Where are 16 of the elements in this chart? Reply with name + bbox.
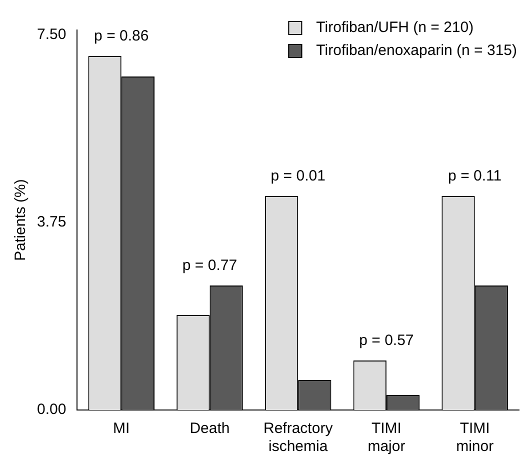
annotation: p = 0.57 — [359, 332, 414, 350]
legend-label: Tirofiban/enoxaparin (n = 315) — [316, 42, 518, 60]
annotation: p = 0.01 — [270, 168, 326, 185]
annotation: p = 0.86 — [94, 28, 149, 45]
y-tick-label: 0.00 — [36, 401, 66, 418]
x-tick-label: TIMI minor — [456, 420, 494, 456]
annotation: p = 0.77 — [182, 257, 238, 274]
legend-label: Tirofiban/UFH (n = 210) — [316, 19, 474, 36]
x-tick-label: Death — [190, 420, 230, 438]
x-tick-label: Refractory ischemia — [264, 420, 334, 456]
x-tick-label: TIMI major — [368, 420, 406, 456]
y-tick-label: 7.50 — [36, 26, 66, 44]
x-tick-label: MI — [113, 420, 130, 438]
y-axis-title: Patients (%) — [12, 179, 30, 261]
annotation: p = 0.11 — [448, 168, 502, 185]
y-tick-label: 3.75 — [36, 214, 66, 231]
